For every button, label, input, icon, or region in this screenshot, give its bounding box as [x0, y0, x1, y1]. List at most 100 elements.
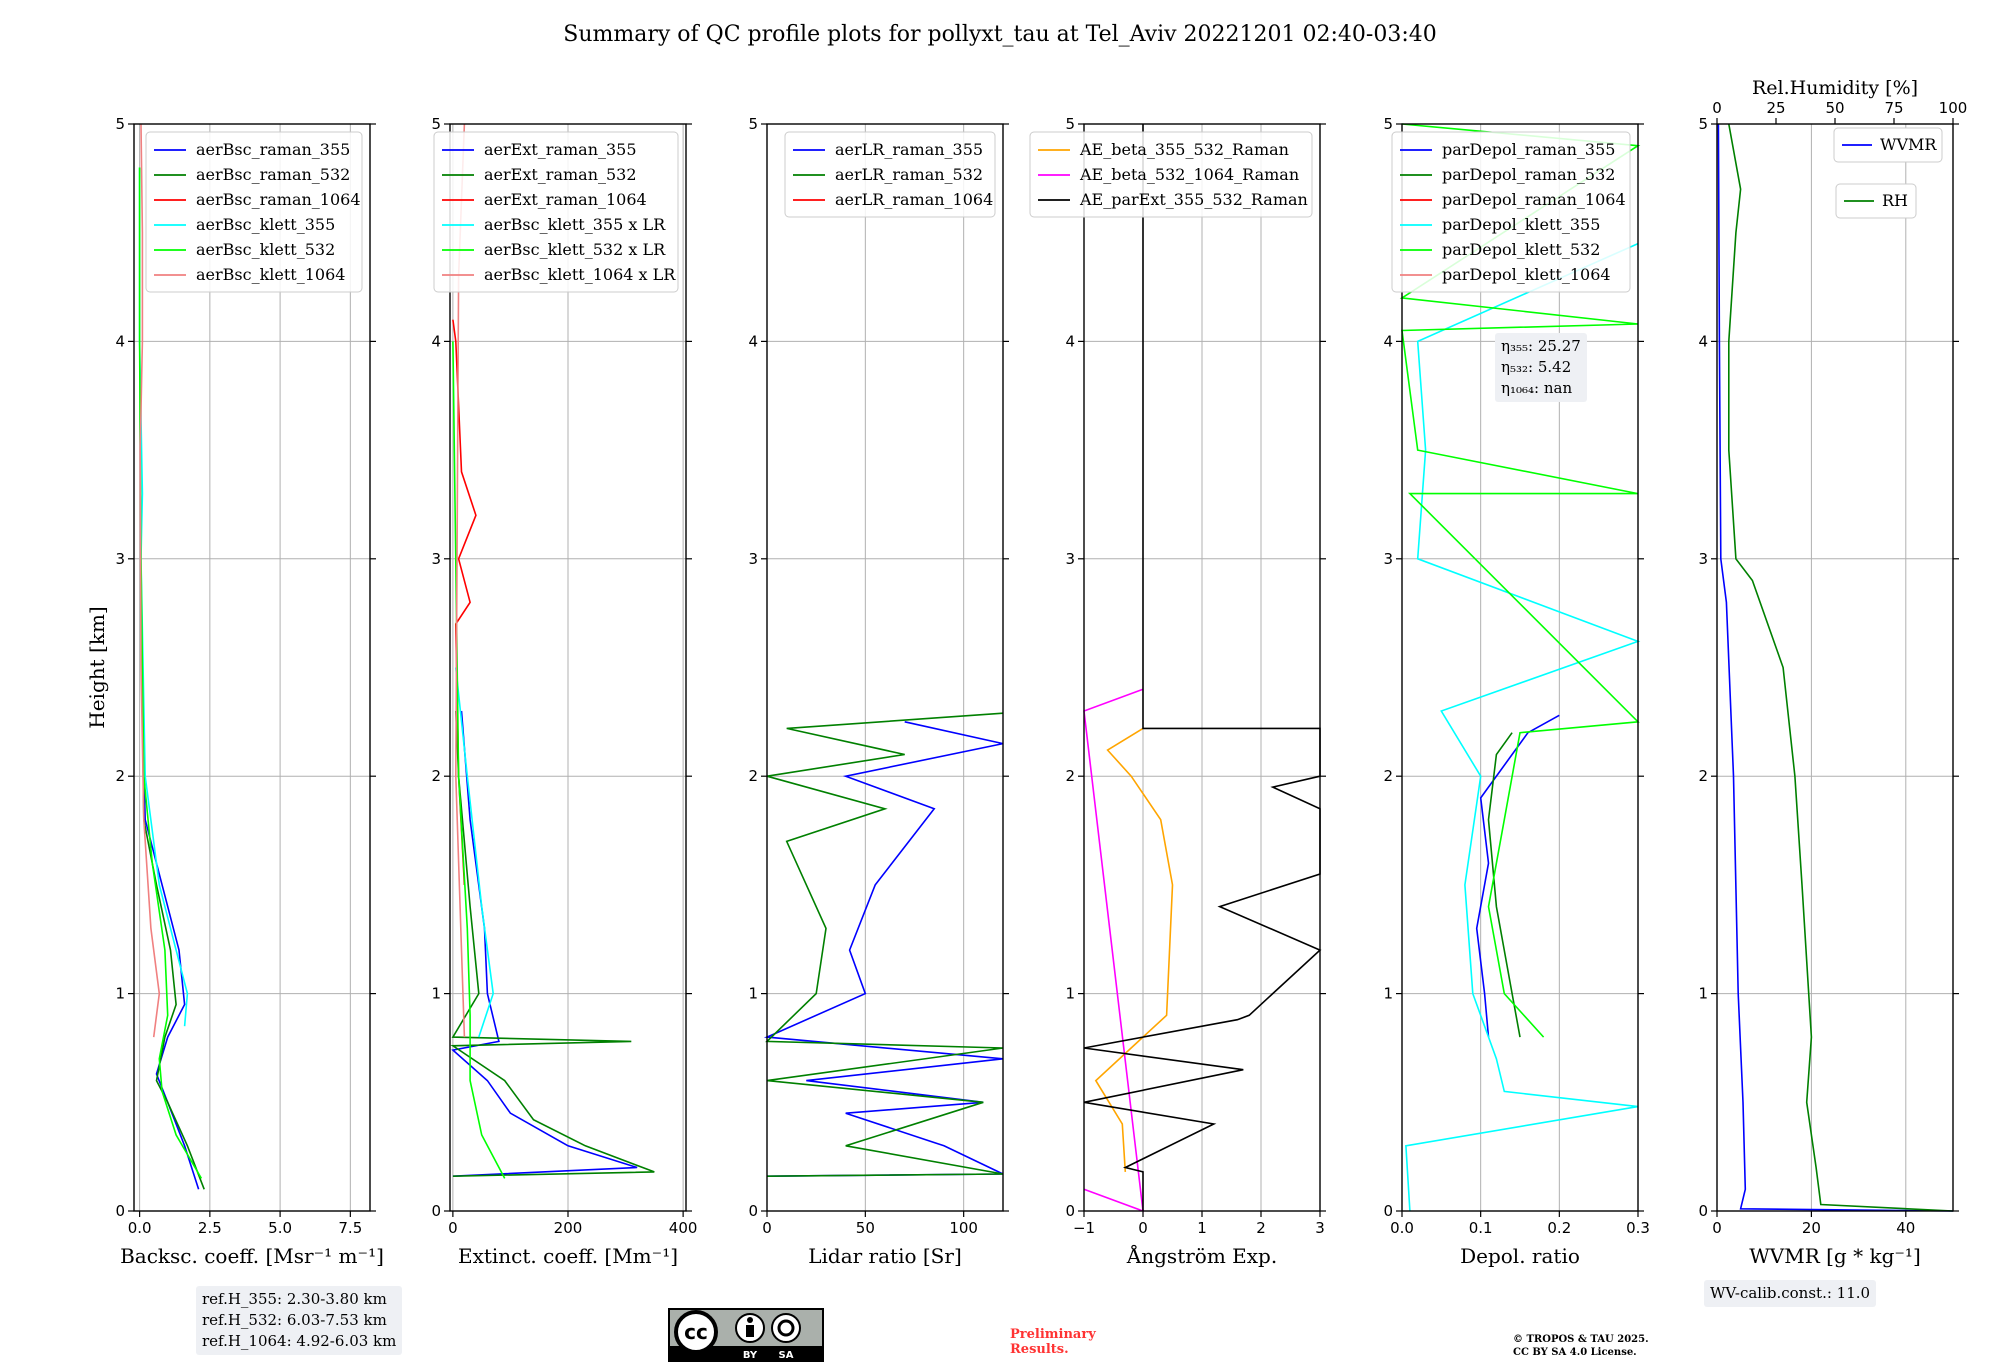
x-tick-label: 5.0 [268, 1219, 292, 1237]
legend-label: RH [1882, 191, 1908, 210]
y-tick-label: 1 [115, 985, 125, 1003]
y-tick-label: 4 [1065, 332, 1075, 350]
legend-label: aerExt_raman_532 [484, 165, 637, 184]
ref-height-info-box: ref.H_355: 2.30-3.80 km ref.H_532: 6.03-… [196, 1286, 403, 1355]
y-tick-label: 2 [115, 767, 125, 785]
legend-box [1835, 183, 1917, 219]
x2-tick-label: 25 [1766, 99, 1785, 117]
series-line-pardepol-klett-532 [1399, 123, 1641, 1038]
y-tick-label: 3 [1698, 550, 1708, 568]
x-tick-label: 1 [1197, 1219, 1207, 1237]
series-line-ae-beta-355-532-raman [1094, 727, 1174, 1172]
legend-label: AE_beta_355_532_Raman [1079, 140, 1289, 159]
legend-label: aerBsc_raman_355 [196, 140, 350, 159]
x-tick-label: −1 [1073, 1219, 1095, 1237]
axes-frame [1716, 123, 1954, 1212]
x-tick-label: 200 [554, 1219, 583, 1237]
x-axis-label: WVMR [g * kg⁻¹] [1749, 1244, 1921, 1268]
legend-label: aerBsc_klett_355 x LR [484, 215, 666, 234]
y-tick-label: 3 [115, 550, 125, 568]
y-tick-label: 0 [431, 1202, 441, 1220]
preliminary-line-2: Results. [1010, 1342, 1069, 1357]
series-line-aerbsc-klett-1064 [139, 123, 161, 1038]
x-tick-label: 0 [448, 1219, 458, 1237]
series-line-aerext-raman-532 [450, 710, 655, 1177]
series-line-aerbsc-klett-355 [138, 167, 189, 1027]
x-tick-label: 0.2 [1547, 1219, 1571, 1237]
y-tick-label: 2 [1698, 767, 1708, 785]
eta-info-box: η₃₅₅: 25.27 η₅₃₂: 5.42 η₁₀₆₄: nan [1495, 333, 1587, 402]
x-tick-label: 2.5 [198, 1219, 222, 1237]
x-axis-label: Extinct. coeff. [Mm⁻¹] [458, 1244, 678, 1268]
x-tick-label: 100 [949, 1219, 978, 1237]
x-tick-label: 0.0 [128, 1219, 152, 1237]
x-axis-label: Ångström Exp. [1126, 1243, 1277, 1268]
x-tick-label: 0.3 [1626, 1219, 1650, 1237]
x2-tick-label: 0 [1712, 99, 1722, 117]
legend-label: aerBsc_klett_355 [196, 215, 335, 234]
sa-icon [771, 1313, 801, 1343]
wv-calib-const: WV-calib.const.: 11.0 [1710, 1284, 1871, 1302]
copyright-line-2: CC BY SA 4.0 License. [1513, 1347, 1637, 1358]
y-tick-label: 5 [1383, 115, 1393, 133]
svg-text:cc: cc [684, 1320, 708, 1344]
legend-box [1391, 131, 1631, 293]
x-tick-label: 2 [1256, 1219, 1266, 1237]
x-tick-label: 0 [1712, 1219, 1722, 1237]
axes-frame [766, 123, 1004, 1212]
y-tick-label: 4 [1383, 332, 1393, 350]
x-tick-label: 0.0 [1390, 1219, 1414, 1237]
series-line-aerbsc-klett-532 [138, 167, 203, 1179]
series-line-aerbsc-klett-532-x-lr [452, 341, 506, 1179]
legend-box [1029, 131, 1313, 218]
legend-label: aerLR_raman_355 [835, 140, 983, 159]
y-tick-label: 2 [431, 767, 441, 785]
figure-title: Summary of QC profile plots for pollyxt_… [563, 22, 1437, 47]
y-tick-label: 3 [431, 550, 441, 568]
y-tick-label: 3 [1383, 550, 1393, 568]
eta-532: η₅₃₂: 5.42 [1501, 358, 1572, 376]
x-axis-label: Backsc. coeff. [Msr⁻¹ m⁻¹] [120, 1244, 384, 1268]
x-tick-label: 0 [762, 1219, 772, 1237]
y-tick-label: 0 [1065, 1202, 1075, 1220]
cc-icon: cc [674, 1310, 718, 1354]
series-line-aerbsc-raman-355 [141, 710, 200, 1190]
legend-label: aerExt_raman_1064 [484, 190, 647, 209]
legend-label: parDepol_raman_355 [1442, 140, 1615, 159]
series-line-pardepol-raman-532 [1487, 732, 1521, 1038]
legend-box [433, 131, 679, 293]
legend-label: parDepol_raman_532 [1442, 165, 1615, 184]
legend-label: parDepol_klett_1064 [1442, 265, 1611, 284]
cc-by-label: BY [743, 1350, 758, 1361]
series-line-aerext-raman-355 [451, 710, 638, 1177]
series-line-aerbsc-raman-532 [141, 710, 205, 1190]
preliminary-notice: Preliminary Results. [1010, 1327, 1096, 1357]
x2-tick-label: 50 [1825, 99, 1844, 117]
series-line-aerlr-raman-532 [765, 712, 1004, 1177]
legend-label: aerBsc_raman_532 [196, 165, 350, 184]
y-tick-label: 5 [1065, 115, 1075, 133]
eta-355: η₃₅₅: 25.27 [1501, 337, 1581, 355]
series-line-pardepol-klett-355 [1405, 242, 1641, 1212]
y-tick-label: 0 [1383, 1202, 1393, 1220]
legend-label: aerLR_raman_1064 [835, 190, 993, 209]
y-tick-label: 1 [1698, 985, 1708, 1003]
legend-label: AE_beta_532_1064_Raman [1079, 165, 1299, 184]
wv-calib-info-box: WV-calib.const.: 11.0 [1704, 1280, 1877, 1307]
legend-box [1833, 127, 1943, 163]
legend-label: aerLR_raman_532 [835, 165, 983, 184]
y-tick-label: 5 [1698, 115, 1708, 133]
x-tick-label: 20 [1802, 1219, 1821, 1237]
y-tick-label: 1 [1383, 985, 1393, 1003]
legend-label: aerExt_raman_355 [484, 140, 637, 159]
series-line-rh [1728, 123, 1954, 1212]
legend-box [145, 131, 363, 293]
axes-frame [133, 123, 371, 1212]
series-line-wvmr [1717, 123, 1954, 1212]
copyright-notice: © TROPOS & TAU 2025. CC BY SA 4.0 Licens… [1513, 1333, 1649, 1359]
cc-by-sa-badge: cc BY SA [668, 1308, 824, 1362]
y-tick-label: 2 [1383, 767, 1393, 785]
legend-label: aerBsc_klett_1064 [196, 265, 345, 284]
y-tick-label: 3 [1065, 550, 1075, 568]
